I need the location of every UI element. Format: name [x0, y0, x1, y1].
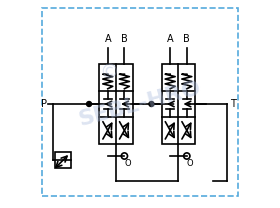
Text: O: O — [124, 159, 131, 168]
Text: B: B — [183, 34, 190, 44]
Text: T: T — [230, 99, 236, 109]
Text: O: O — [186, 159, 193, 168]
Text: A: A — [104, 34, 111, 44]
Text: B: B — [121, 34, 128, 44]
Bar — [162, 64, 195, 144]
Circle shape — [87, 102, 92, 106]
Bar — [99, 64, 133, 144]
Text: A: A — [167, 34, 174, 44]
Text: ©: © — [99, 63, 119, 82]
Circle shape — [149, 102, 154, 106]
Bar — [55, 152, 71, 168]
Text: SEBL-HRO: SEBL-HRO — [76, 78, 204, 130]
Text: P: P — [41, 99, 47, 109]
